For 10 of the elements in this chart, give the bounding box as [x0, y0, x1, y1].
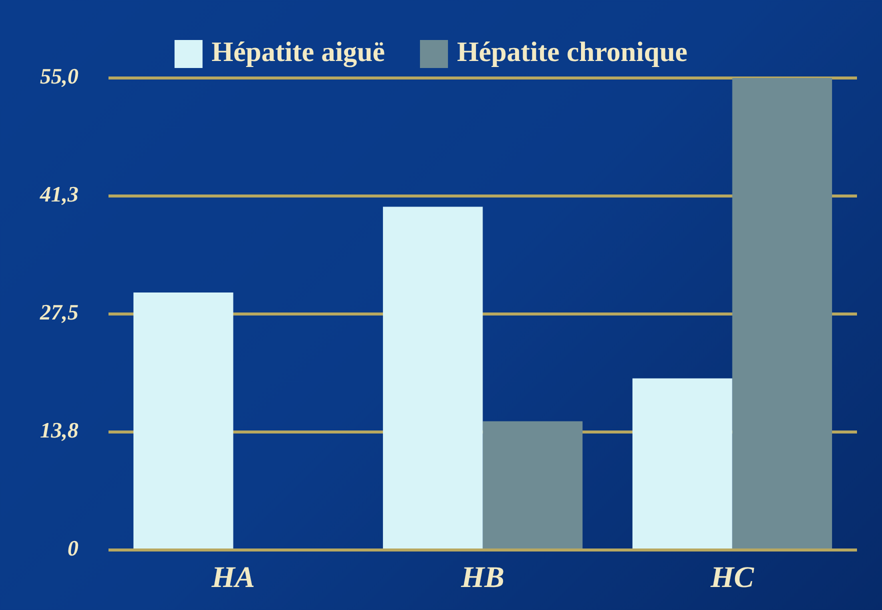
y-tick-label: 13,8: [40, 418, 78, 443]
y-tick-label: 27,5: [39, 300, 78, 325]
x-tick-label: HB: [460, 560, 504, 594]
x-tick-label: HC: [710, 560, 755, 594]
legend-label: Hépatite chronique: [456, 37, 688, 68]
legend-label: Hépatite aiguë: [212, 37, 385, 68]
y-tick-label: 55,0: [40, 64, 78, 89]
x-tick-label: HA: [210, 560, 255, 594]
y-tick-label: 41,3: [39, 182, 78, 207]
y-tick-label: 0: [68, 536, 78, 561]
